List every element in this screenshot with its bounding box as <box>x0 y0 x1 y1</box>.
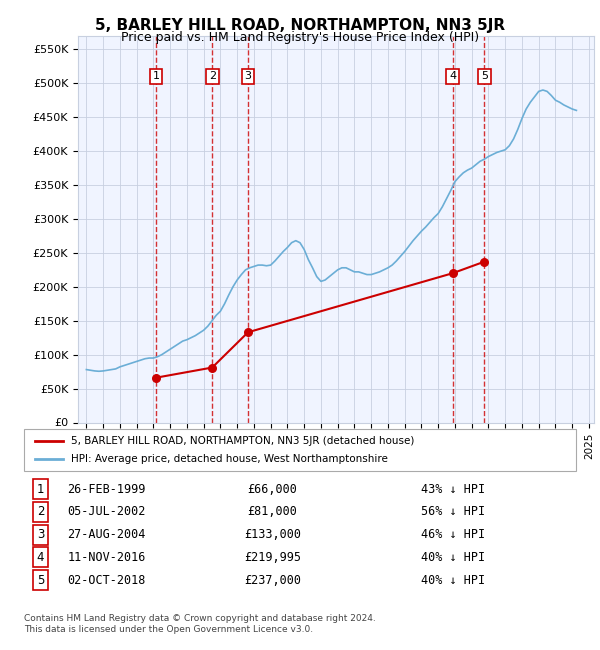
FancyBboxPatch shape <box>24 429 576 471</box>
Text: 1: 1 <box>37 482 44 495</box>
Text: 43% ↓ HPI: 43% ↓ HPI <box>421 482 485 495</box>
Text: 40% ↓ HPI: 40% ↓ HPI <box>421 551 485 564</box>
Point <box>151 372 161 383</box>
Text: 1: 1 <box>152 72 160 81</box>
Point <box>448 268 457 278</box>
Text: £133,000: £133,000 <box>244 528 301 541</box>
Text: 46% ↓ HPI: 46% ↓ HPI <box>421 528 485 541</box>
Text: 05-JUL-2002: 05-JUL-2002 <box>68 506 146 519</box>
Text: 02-OCT-2018: 02-OCT-2018 <box>68 574 146 586</box>
Text: Contains HM Land Registry data © Crown copyright and database right 2024.
This d: Contains HM Land Registry data © Crown c… <box>24 614 376 634</box>
Text: 27-AUG-2004: 27-AUG-2004 <box>68 528 146 541</box>
Text: £81,000: £81,000 <box>247 506 298 519</box>
Text: 40% ↓ HPI: 40% ↓ HPI <box>421 574 485 586</box>
Text: Price paid vs. HM Land Registry's House Price Index (HPI): Price paid vs. HM Land Registry's House … <box>121 31 479 44</box>
Text: 5: 5 <box>481 72 488 81</box>
Text: 4: 4 <box>449 72 456 81</box>
Text: 5: 5 <box>37 574 44 586</box>
Point <box>479 257 489 267</box>
Point <box>243 327 253 337</box>
Text: 5, BARLEY HILL ROAD, NORTHAMPTON, NN3 5JR (detached house): 5, BARLEY HILL ROAD, NORTHAMPTON, NN3 5J… <box>71 436 414 446</box>
Text: £66,000: £66,000 <box>247 482 298 495</box>
Text: HPI: Average price, detached house, West Northamptonshire: HPI: Average price, detached house, West… <box>71 454 388 464</box>
Text: 2: 2 <box>37 506 44 519</box>
Text: 4: 4 <box>37 551 44 564</box>
Text: 2: 2 <box>209 72 216 81</box>
Text: 5, BARLEY HILL ROAD, NORTHAMPTON, NN3 5JR: 5, BARLEY HILL ROAD, NORTHAMPTON, NN3 5J… <box>95 18 505 33</box>
Text: 3: 3 <box>37 528 44 541</box>
Point <box>208 362 217 372</box>
Text: £219,995: £219,995 <box>244 551 301 564</box>
Text: 56% ↓ HPI: 56% ↓ HPI <box>421 506 485 519</box>
Text: £237,000: £237,000 <box>244 574 301 586</box>
Text: 3: 3 <box>245 72 251 81</box>
Text: 11-NOV-2016: 11-NOV-2016 <box>68 551 146 564</box>
Text: 26-FEB-1999: 26-FEB-1999 <box>68 482 146 495</box>
